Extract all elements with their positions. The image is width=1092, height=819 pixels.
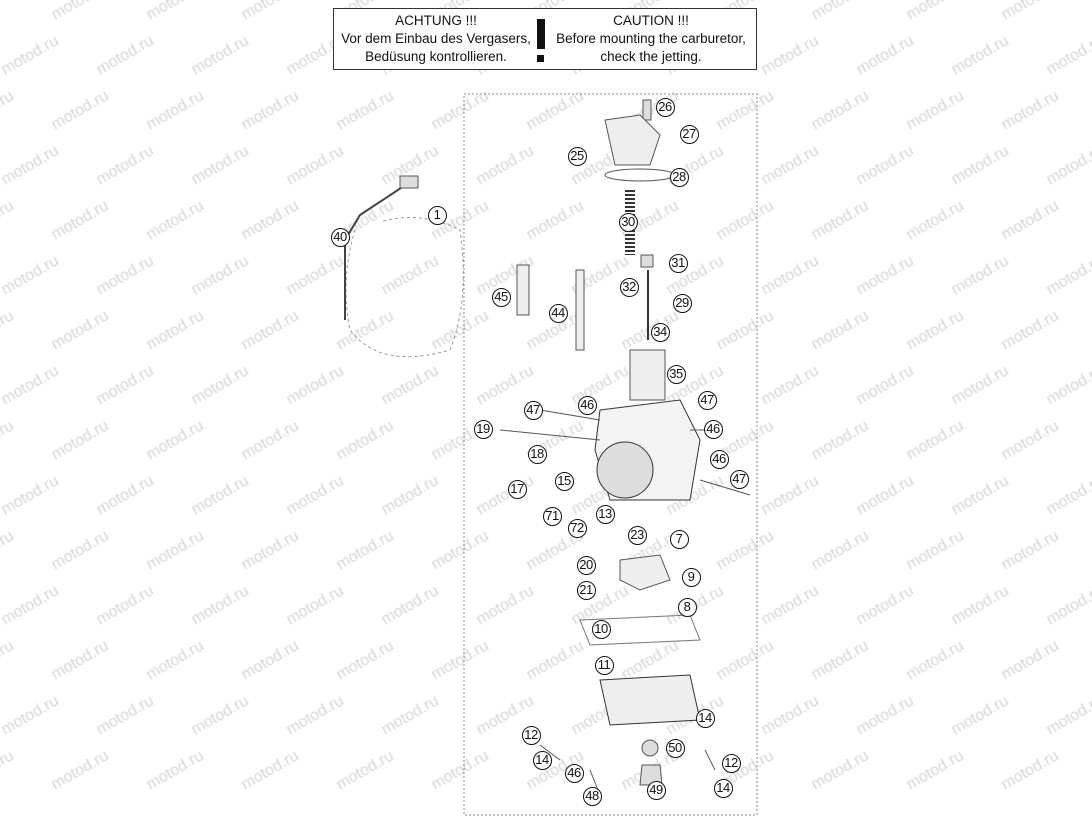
caution-german-line1: Vor dem Einbau des Vergasers,: [341, 31, 531, 46]
caution-english: CAUTION !!! Before mounting the carburet…: [546, 12, 756, 66]
carburetor-intake: [596, 441, 654, 499]
callout-part-72: 72: [567, 518, 587, 538]
callout-part-12: 12: [521, 725, 541, 745]
callout-part-17: 17: [507, 479, 527, 499]
slide: [629, 349, 666, 401]
callout-part-21: 21: [576, 580, 596, 600]
callout-part-26: 26: [655, 97, 675, 117]
callout-part-46: 46: [709, 449, 729, 469]
float-bowl: [599, 674, 701, 726]
callout-part-23: 23: [627, 525, 647, 545]
cover-gasket: [604, 168, 676, 182]
callout-part-1: 1: [427, 205, 447, 225]
callout-part-7: 7: [669, 529, 689, 549]
caution-box: ACHTUNG !!! Vor dem Einbau des Vergasers…: [333, 8, 757, 70]
caution-german-title: ACHTUNG !!!: [395, 13, 477, 28]
callout-part-9: 9: [681, 567, 701, 587]
caution-english-line2: check the jetting.: [600, 49, 702, 64]
caution-english-title: CAUTION !!!: [613, 13, 689, 28]
callout-part-31: 31: [668, 253, 688, 273]
callout-part-30: 30: [618, 212, 638, 232]
callout-part-47: 47: [523, 400, 543, 420]
callout-part-47: 47: [697, 390, 717, 410]
callout-part-14: 14: [713, 778, 733, 798]
callout-part-44: 44: [548, 303, 568, 323]
carburetor-group-frame: [463, 93, 758, 816]
o-ring: [641, 739, 659, 757]
callout-part-35: 35: [666, 364, 686, 384]
callout-part-11: 11: [594, 655, 614, 675]
callout-part-20: 20: [576, 555, 596, 575]
throttle-cable: [345, 217, 464, 358]
callout-part-50: 50: [665, 738, 685, 758]
cable-part: [344, 181, 411, 320]
callout-part-15: 15: [554, 471, 574, 491]
float: [619, 554, 671, 591]
callout-part-46: 46: [577, 395, 597, 415]
callout-part-29: 29: [672, 293, 692, 313]
callout-part-14: 14: [695, 708, 715, 728]
needle-clip: [640, 254, 654, 268]
rod-part: [575, 269, 585, 351]
callout-part-25: 25: [567, 146, 587, 166]
fitting-part: [642, 99, 652, 121]
callout-part-13: 13: [595, 504, 615, 524]
callout-part-34: 34: [650, 322, 670, 342]
cover-part: [604, 114, 661, 166]
callout-part-45: 45: [491, 287, 511, 307]
caution-english-line1: Before mounting the carburetor,: [556, 31, 746, 46]
exclamation-icon: [537, 19, 545, 62]
callout-part-48: 48: [582, 786, 602, 806]
callout-part-8: 8: [677, 597, 697, 617]
caution-german: ACHTUNG !!! Vor dem Einbau des Vergasers…: [336, 12, 536, 66]
gasket: [579, 614, 701, 646]
caution-german-line2: Bedüsung kontrollieren.: [365, 49, 507, 64]
callout-part-18: 18: [527, 444, 547, 464]
callout-part-71: 71: [542, 506, 562, 526]
screw-part: [516, 264, 530, 316]
callout-part-32: 32: [619, 277, 639, 297]
callout-part-46: 46: [564, 763, 584, 783]
callout-part-40: 40: [330, 227, 350, 247]
callout-part-47: 47: [729, 469, 749, 489]
callout-part-46: 46: [703, 419, 723, 439]
callout-part-19: 19: [473, 419, 493, 439]
callout-part-49: 49: [646, 780, 666, 800]
callout-part-28: 28: [669, 167, 689, 187]
callout-part-14: 14: [532, 750, 552, 770]
callout-part-12: 12: [721, 753, 741, 773]
cable-fitting: [399, 175, 419, 189]
callout-part-27: 27: [679, 124, 699, 144]
callout-part-10: 10: [591, 619, 611, 639]
